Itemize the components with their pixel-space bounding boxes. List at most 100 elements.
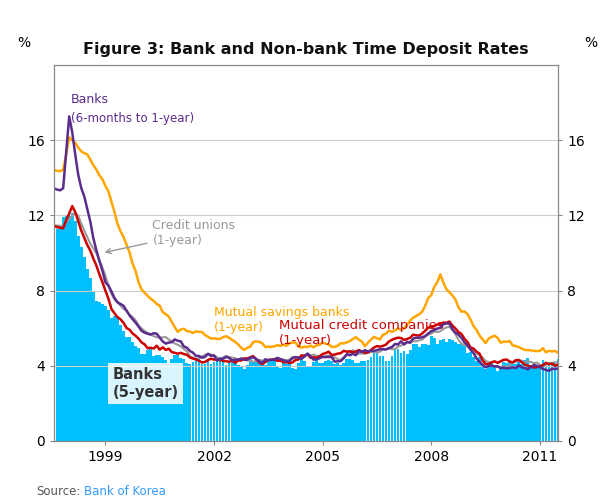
Bar <box>200 364 203 441</box>
Text: %: % <box>584 36 598 50</box>
Bar <box>56 229 59 441</box>
Bar <box>194 359 197 441</box>
Bar <box>391 356 394 441</box>
Bar <box>110 318 113 441</box>
Bar <box>433 338 436 441</box>
Bar <box>273 361 276 441</box>
Bar <box>240 367 242 441</box>
Bar <box>551 362 553 441</box>
Bar <box>267 360 270 441</box>
Bar <box>80 246 83 441</box>
Bar <box>370 357 373 441</box>
Bar <box>179 358 182 441</box>
Bar <box>113 316 116 441</box>
Bar <box>469 352 472 441</box>
Bar <box>412 344 415 441</box>
Bar <box>258 361 260 441</box>
Bar <box>373 352 376 441</box>
Text: (6-months to 1-year): (6-months to 1-year) <box>71 112 194 125</box>
Bar <box>358 363 360 441</box>
Bar <box>252 362 254 441</box>
Bar <box>234 362 236 441</box>
Bar <box>337 363 339 441</box>
Bar <box>297 363 300 441</box>
Bar <box>499 366 502 441</box>
Bar <box>346 359 348 441</box>
Bar <box>523 360 526 441</box>
Bar <box>394 350 397 441</box>
Bar <box>276 367 279 441</box>
Bar <box>86 269 89 441</box>
Bar <box>246 365 248 441</box>
Bar <box>343 363 345 441</box>
Bar <box>349 360 351 441</box>
Bar <box>548 365 550 441</box>
Bar <box>340 365 342 441</box>
Bar <box>334 364 336 441</box>
Bar <box>331 361 333 441</box>
Bar <box>62 217 65 441</box>
Text: Mutual credit companies
(1-year): Mutual credit companies (1-year) <box>279 319 444 347</box>
Bar <box>116 318 119 441</box>
Bar <box>324 361 327 441</box>
Bar <box>379 356 382 441</box>
Bar <box>95 302 98 441</box>
Bar <box>490 363 493 441</box>
Bar <box>454 342 457 441</box>
Bar <box>264 365 267 441</box>
Bar <box>215 358 218 441</box>
Bar <box>355 363 357 441</box>
Bar <box>182 359 185 441</box>
Bar <box>185 363 188 441</box>
Bar <box>493 366 496 441</box>
Bar <box>197 357 200 441</box>
Bar <box>140 354 143 441</box>
Bar <box>143 354 146 441</box>
Bar <box>505 363 508 441</box>
Bar <box>282 362 285 441</box>
Bar <box>228 363 230 441</box>
Bar <box>261 365 263 441</box>
Bar <box>382 356 385 441</box>
Bar <box>107 310 110 441</box>
Bar <box>291 368 294 441</box>
Bar <box>385 361 388 441</box>
Bar <box>481 364 484 441</box>
Bar <box>418 347 421 441</box>
Bar <box>59 225 62 441</box>
Bar <box>554 363 556 441</box>
Bar <box>361 361 363 441</box>
Bar <box>137 348 140 441</box>
Bar <box>457 344 460 441</box>
Bar <box>526 358 529 441</box>
Bar <box>131 342 134 441</box>
Bar <box>98 302 101 441</box>
Bar <box>218 357 221 441</box>
Bar <box>206 361 209 441</box>
Bar <box>460 344 463 441</box>
Text: %: % <box>17 36 31 50</box>
Bar <box>475 361 478 441</box>
Bar <box>520 364 523 441</box>
Bar <box>442 339 445 441</box>
Bar <box>487 364 490 441</box>
Bar <box>472 357 475 441</box>
Bar <box>538 365 541 441</box>
Bar <box>388 361 391 441</box>
Bar <box>221 362 224 441</box>
Bar <box>53 233 55 441</box>
Bar <box>445 342 448 441</box>
Bar <box>122 331 125 441</box>
Bar <box>451 341 454 441</box>
Bar <box>327 360 330 441</box>
Bar <box>237 365 239 441</box>
Bar <box>367 361 369 441</box>
Bar <box>545 364 547 441</box>
Bar <box>315 360 318 441</box>
Bar <box>557 359 559 441</box>
Bar <box>439 340 442 441</box>
Bar <box>364 361 366 441</box>
Bar <box>542 360 544 441</box>
Bar <box>285 364 288 441</box>
Bar <box>173 355 176 441</box>
